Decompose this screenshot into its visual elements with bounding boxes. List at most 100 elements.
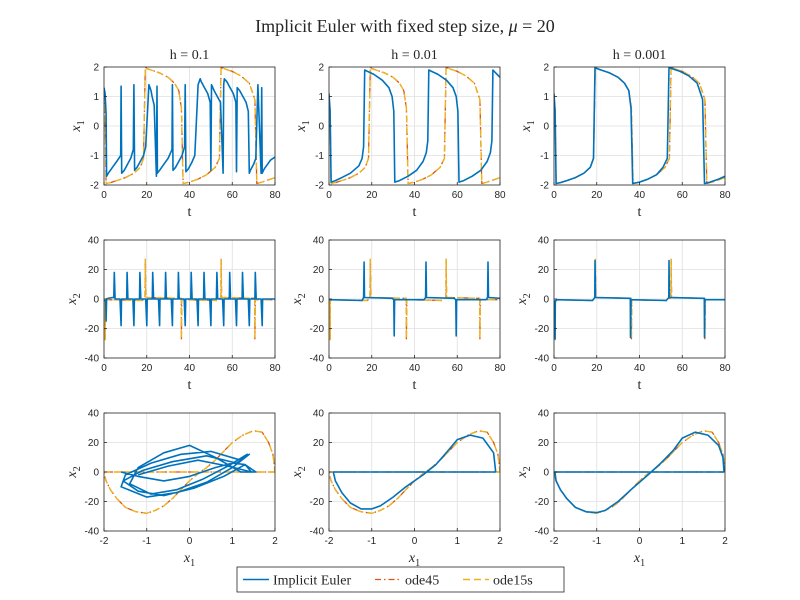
x-tick-label: 0 [187,536,193,547]
legend: Implicit Euler ode45 ode15s [236,566,565,593]
x-tick-label: 0 [326,190,332,201]
x-tick-label: 20 [141,190,153,201]
y-tick-label: 40 [538,409,550,420]
y-tick-label: 1 [543,92,549,103]
y-tick-label: 20 [538,438,550,449]
x-tick-label: 20 [366,190,378,201]
x-axis-label: t [188,378,192,393]
x-tick-label: -2 [550,536,559,547]
y-tick-label: -1 [540,151,549,162]
x-tick-label: 2 [722,536,728,547]
x-tick-label: 60 [227,363,239,374]
x-axis-label: t [188,205,192,220]
x-tick-label: -1 [592,536,601,547]
legend-label: Implicit Euler [273,574,351,589]
x-tick-label: 80 [494,363,506,374]
y-tick-label: 0 [543,468,549,479]
series-line-implicit-euler [332,434,497,510]
y-axis-label: x1 [69,120,87,132]
subplot-title: h = 0.001 [613,48,666,63]
y-tick-label: 40 [538,236,550,247]
x-tick-label: 60 [677,190,689,201]
y-tick-label: 20 [313,438,325,449]
series-line-implicit-euler [329,261,500,337]
subplot-title: h = 0.1 [170,48,209,63]
series-line-implicit-euler [554,67,725,185]
series-line-implicit-euler [104,78,275,177]
y-axis-label: x1 [519,120,537,132]
y-tick-label: -40 [85,527,100,538]
x-tick-label: 80 [494,190,506,201]
y-axis-label: x2 [290,293,308,305]
x-tick-label: 80 [269,363,281,374]
y-tick-label: 2 [93,63,99,74]
y-tick-label: 0 [543,295,549,306]
y-tick-label: -2 [315,181,324,192]
y-tick-label: 40 [313,409,325,420]
y-tick-label: -20 [310,497,325,508]
x-tick-label: 20 [591,190,603,201]
x-tick-label: -2 [325,536,334,547]
subplot-title: h = 0.01 [391,48,437,63]
series-line-implicit-euler [329,69,500,183]
legend-item: ode15s [463,574,533,589]
y-tick-label: 0 [318,122,324,133]
y-tick-label: -20 [85,497,100,508]
x-tick-label: -1 [142,536,151,547]
series-line-ode15s [104,430,275,514]
y-tick-label: -1 [315,151,324,162]
x-tick-label: 1 [679,536,685,547]
subplot-r1-c1: 0 20 40 60 80 -2 -1 0 1 2 t x1 h = 0.1 [69,48,281,220]
legend-item: ode45 [375,574,439,589]
y-tick-label: 0 [93,295,99,306]
x-tick-label: 40 [184,363,196,374]
x-tick-label: 0 [551,363,557,374]
x-tick-label: 60 [452,190,464,201]
series-line-ode15s [554,430,725,514]
x-axis-label: t [413,205,417,220]
y-tick-label: -40 [535,354,550,365]
y-axis-label: x2 [515,466,533,478]
x-tick-label: 40 [634,190,646,201]
y-tick-label: 20 [88,438,100,449]
x-axis-label: t [638,205,642,220]
y-tick-label: 20 [88,265,100,276]
y-axis-label: x1 [294,120,312,132]
x-tick-label: 40 [409,190,421,201]
x-tick-label: 60 [452,363,464,374]
x-tick-label: 40 [409,363,421,374]
x-tick-label: 80 [719,363,731,374]
x-tick-label: 0 [326,363,332,374]
x-tick-label: 60 [677,363,689,374]
x-tick-label: 80 [269,190,281,201]
y-tick-label: 0 [543,122,549,133]
subplot-r1-c2: 0 20 40 60 80 -2 -1 0 1 2 t x1 h = 0.01 [294,48,506,220]
y-tick-label: 40 [313,236,325,247]
series-line-ode15s [329,430,500,514]
subplot-r2-c2: 0 20 40 60 80 -40 -20 0 20 40 t x2 [290,236,506,394]
x-tick-label: 2 [497,536,503,547]
x-axis-label: x1 [408,551,420,569]
y-tick-label: 0 [318,295,324,306]
y-tick-label: 40 [88,409,100,420]
y-axis-label: x2 [290,466,308,478]
series-line-implicit-euler [120,444,257,498]
x-tick-label: 0 [551,190,557,201]
y-tick-label: -1 [90,151,99,162]
y-tick-label: 20 [538,265,550,276]
series-line-ode15s [104,67,275,185]
series-line-implicit-euler [554,259,725,340]
x-tick-label: 2 [272,536,278,547]
legend-box [236,566,565,593]
y-tick-label: 0 [93,122,99,133]
x-tick-label: 40 [634,363,646,374]
y-tick-label: -20 [310,324,325,335]
y-tick-label: -20 [535,497,550,508]
x-tick-label: 20 [366,363,378,374]
y-axis-label: x2 [65,293,83,305]
x-tick-label: -1 [367,536,376,547]
x-tick-label: 40 [184,190,196,201]
x-axis-label: x1 [183,551,195,569]
